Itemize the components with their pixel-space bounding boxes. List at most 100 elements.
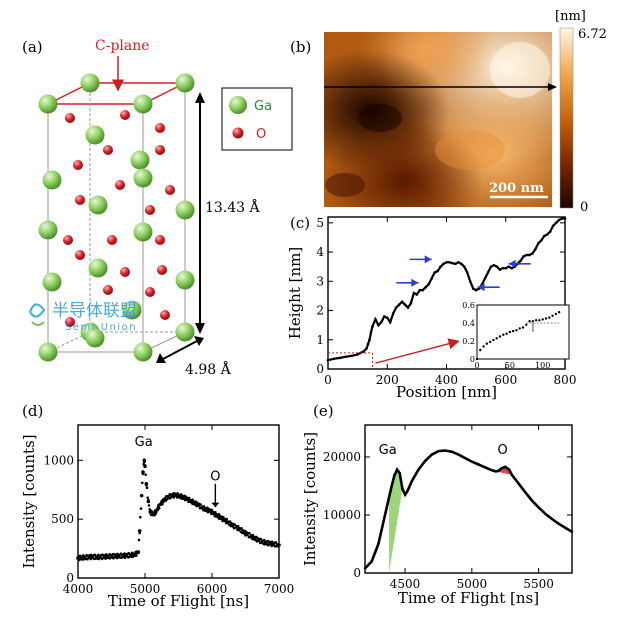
height-profile-point bbox=[371, 325, 374, 328]
tof-spectrum-point bbox=[490, 469, 494, 472]
tof-scatter-point bbox=[142, 458, 147, 463]
peak-label: Ga bbox=[135, 435, 153, 450]
height-profile-point bbox=[439, 265, 442, 268]
o-atom bbox=[157, 265, 167, 275]
height-profile-point bbox=[557, 218, 561, 222]
x-tick-label: 5000 bbox=[130, 582, 161, 596]
height-profile-point bbox=[510, 266, 513, 270]
o-atom bbox=[160, 310, 170, 320]
tof-scatter-point bbox=[76, 556, 80, 560]
tof-spectrum-point bbox=[483, 466, 487, 469]
tof-spectrum-point bbox=[524, 491, 527, 494]
inset-x-tick-label: 50 bbox=[505, 361, 515, 370]
panel-label-c: (c) bbox=[290, 214, 310, 232]
height-profile-point bbox=[554, 221, 558, 225]
height-profile-point bbox=[397, 303, 401, 306]
o-atom bbox=[145, 287, 155, 297]
chart-tof-line: 4500 5000 5500 0 10000 20000 Time of Flight [n… bbox=[301, 424, 574, 607]
x-axis-label: Time of Flight [ns] bbox=[398, 589, 539, 607]
o-peak-arrowhead bbox=[211, 502, 220, 508]
ga-atom bbox=[133, 168, 153, 188]
height-profile-point bbox=[377, 323, 380, 327]
height-profile-point bbox=[507, 265, 511, 268]
o-atom bbox=[107, 235, 117, 245]
tof-scatter-point bbox=[156, 505, 161, 510]
c-axis-arrowhead-top bbox=[195, 92, 205, 103]
tof-scatter-point bbox=[123, 553, 127, 558]
tof-scatter-point bbox=[116, 554, 120, 558]
tof-scatter-point bbox=[144, 482, 149, 486]
tof-spectrum-point bbox=[443, 449, 447, 452]
tof-spectrum-point bbox=[544, 512, 547, 515]
c-plane-outline bbox=[47, 82, 186, 105]
colorbar-max: 6.72 bbox=[578, 27, 607, 42]
x-tick-label: 200 bbox=[376, 373, 399, 387]
tof-spectrum-point bbox=[530, 499, 534, 502]
inset-point bbox=[538, 319, 541, 322]
tof-scatter-point bbox=[216, 514, 221, 519]
tof-scatter-point bbox=[86, 557, 89, 561]
ga-atom bbox=[42, 170, 62, 190]
c-plane-label: C-plane bbox=[95, 38, 150, 54]
height-profile-point bbox=[531, 252, 534, 255]
tof-spectrum-point bbox=[387, 496, 391, 499]
tof-spectrum-point bbox=[463, 456, 467, 460]
tof-spectrum-point bbox=[393, 474, 396, 477]
tof-spectrum-point bbox=[470, 460, 474, 463]
height-profile-point bbox=[462, 265, 466, 268]
tof-scatter-point bbox=[220, 516, 224, 521]
inset-point bbox=[485, 342, 489, 345]
tof-scatter-point bbox=[109, 554, 114, 559]
inset-point bbox=[548, 316, 551, 319]
inset-point bbox=[528, 320, 531, 323]
tof-scatter-point bbox=[223, 518, 228, 523]
tof-scatter-point bbox=[146, 496, 149, 499]
tof-scatter-point bbox=[228, 520, 232, 523]
tof-scatter-point bbox=[133, 552, 137, 557]
inset-point bbox=[502, 333, 505, 336]
inset-point bbox=[498, 335, 502, 338]
panel-c: (c) 0 200 400 600 800 0 1 2 3 4 5 Position [nm] Heig… bbox=[286, 214, 576, 401]
tof-scatter-point bbox=[206, 508, 211, 513]
height-profile-point bbox=[326, 358, 330, 362]
tof-scatter-point bbox=[139, 515, 142, 519]
inset-frame bbox=[476, 304, 570, 360]
tof-spectrum-point bbox=[398, 471, 401, 475]
y-axis-label: Intensity [counts] bbox=[20, 434, 38, 568]
tof-scatter-point bbox=[136, 550, 141, 554]
inset-y-tick-label: 0.4 bbox=[462, 319, 475, 328]
y-tick-label: 1000 bbox=[43, 453, 74, 467]
tof-spectrum-point bbox=[410, 480, 413, 483]
inset-x-tick-label: 0 bbox=[474, 361, 479, 370]
peak-fill-ga bbox=[389, 469, 403, 573]
tof-spectrum-point bbox=[417, 468, 420, 471]
inset-point bbox=[521, 326, 525, 329]
height-profile-point bbox=[474, 288, 478, 292]
o-atom bbox=[145, 205, 155, 215]
ga-legend-swatch bbox=[229, 96, 247, 114]
panel-label-b: (b) bbox=[290, 38, 311, 56]
height-profile-point bbox=[471, 287, 475, 290]
o-atom bbox=[155, 123, 165, 133]
tof-scatter-point bbox=[250, 535, 254, 539]
height-profile-point bbox=[388, 320, 392, 324]
height-profile-point bbox=[442, 262, 445, 266]
panel-a: (a) C-plane Ga O 13.43 Å 4 bbox=[22, 38, 293, 378]
ga-atom bbox=[80, 73, 100, 93]
watermark-logo: 半导体联盟 Semi Union bbox=[28, 301, 137, 333]
inset-x-tick-label: 100 bbox=[535, 361, 550, 370]
x-tick-label: 800 bbox=[554, 373, 577, 387]
tof-scatter-point bbox=[193, 501, 198, 506]
height-profile-point bbox=[448, 261, 451, 264]
tof-scatter-point bbox=[203, 507, 208, 511]
height-profile-point bbox=[483, 277, 487, 280]
peak-label: O bbox=[497, 443, 507, 458]
ga-atom bbox=[133, 94, 153, 114]
height-profile-point bbox=[400, 300, 404, 304]
o-atom bbox=[165, 185, 175, 195]
o-atom bbox=[63, 235, 73, 245]
peak-label: O bbox=[210, 469, 220, 484]
height-profile-point bbox=[385, 316, 389, 320]
height-profile-point bbox=[525, 253, 528, 257]
inset-point bbox=[482, 345, 485, 348]
